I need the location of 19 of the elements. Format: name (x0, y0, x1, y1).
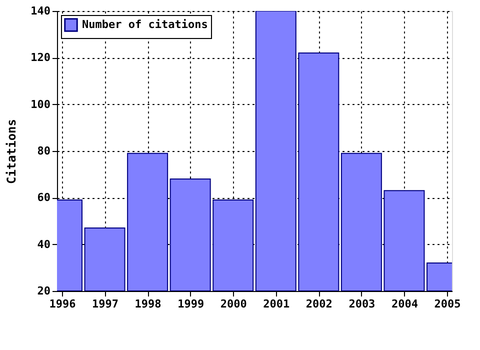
legend-label: Number of citations (82, 18, 208, 31)
y-tick-label: 60 (37, 191, 50, 204)
y-tick-label: 140 (30, 4, 50, 18)
y-tick-label: 120 (30, 51, 50, 64)
x-tick-label: 2005 (434, 298, 461, 310)
x-tick-label: 2001 (263, 298, 290, 310)
x-tick-label: 1997 (92, 298, 119, 310)
x-tick-label: 2004 (391, 298, 418, 310)
y-axis-title: Citations (4, 118, 19, 184)
x-tick-label: 1999 (178, 298, 204, 310)
x-tick-label: 2000 (220, 298, 247, 310)
y-tick-label: 80 (37, 144, 50, 158)
y-tick-label: 100 (30, 98, 50, 111)
x-tick-label: 2002 (306, 298, 332, 310)
y-tick-label: 40 (37, 238, 50, 251)
x-tick-label: 1998 (134, 298, 162, 310)
x-tick-label: 1996 (49, 298, 76, 310)
x-tick-label: 2003 (348, 298, 376, 310)
y-tick-label: 20 (37, 284, 50, 298)
